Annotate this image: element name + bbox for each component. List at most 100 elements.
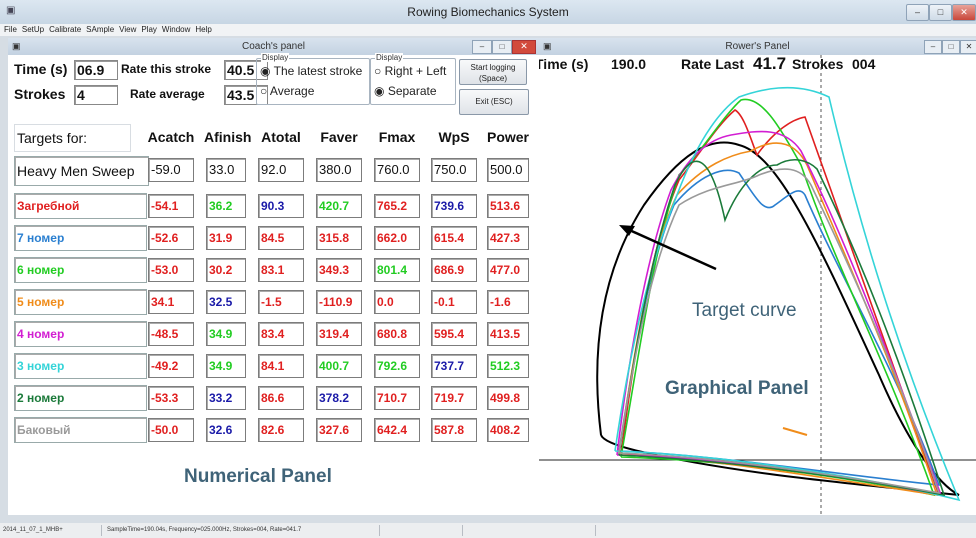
app-title: Rowing Biomechanics System <box>407 5 569 19</box>
value-cell-acatch: -48.5 <box>148 322 194 346</box>
value-cell-afinish: 30.2 <box>206 258 246 282</box>
target-arrow <box>624 226 717 271</box>
exit-button[interactable]: Exit (ESC) <box>459 89 529 115</box>
status-section-3 <box>382 525 463 536</box>
rower-force-curve <box>614 86 961 502</box>
value-cell-afinish: 31.9 <box>206 226 246 250</box>
value-cell-acatch: -52.6 <box>148 226 194 250</box>
menu-item-setup[interactable]: SetUp <box>21 25 45 34</box>
radio-average[interactable]: ○ Average <box>260 84 315 98</box>
rower-strokes-label: Strokes <box>792 56 844 72</box>
value-cell-power: 413.5 <box>487 322 529 346</box>
coach-panel-title-bar: ▣ Coach's panel – □ ✕ <box>8 38 539 55</box>
rower-panel-content: Time (s) 190.0 Rate Last 41.7 Strokes 00… <box>539 55 976 515</box>
radio-separate[interactable]: ◉ Separate <box>374 84 437 98</box>
orange-marker <box>782 427 808 436</box>
close-button[interactable]: ✕ <box>952 4 976 21</box>
menu-bar: File SetUp Calibrate SAmple View Play Window He… <box>0 24 976 36</box>
maximize-button[interactable]: □ <box>929 4 952 21</box>
value-cell-fmax: 642.4 <box>374 418 420 442</box>
target-cell-afinish[interactable]: 33.0 <box>206 158 246 182</box>
value-cell-power: 477.0 <box>487 258 529 282</box>
value-cell-faver: 319.4 <box>316 322 362 346</box>
value-cell-acatch: 34.1 <box>148 290 194 314</box>
coach-panel-window: ▣ Coach's panel – □ ✕ Time (s) 06.9 Stro… <box>8 38 539 515</box>
column-header-wps: WpS <box>438 129 470 145</box>
display-mode-group: Display ◉ The latest stroke ○ Average <box>256 53 370 105</box>
display-caption-2: Display <box>375 53 404 62</box>
value-cell-acatch: -53.3 <box>148 386 194 410</box>
target-cell-acatch[interactable]: -59.0 <box>148 158 194 182</box>
coach-close-button[interactable]: ✕ <box>512 40 536 54</box>
radio-right-left[interactable]: ○ Right + Left <box>374 64 447 78</box>
start-logging-button[interactable]: Start logging (Space) <box>459 59 527 85</box>
column-header-fmax: Fmax <box>378 129 416 145</box>
menu-item-play[interactable]: Play <box>141 25 157 34</box>
value-cell-afinish: 34.9 <box>206 354 246 378</box>
target-cell-fmax[interactable]: 760.0 <box>374 158 420 182</box>
target-cell-faver[interactable]: 380.0 <box>316 158 362 182</box>
rower-minimize-button[interactable]: – <box>924 40 942 54</box>
value-cell-afinish: 34.9 <box>206 322 246 346</box>
value-cell-fmax: 801.4 <box>374 258 420 282</box>
column-header-acatch: Acatch <box>147 129 195 145</box>
menu-item-view[interactable]: View <box>119 25 137 34</box>
rower-strokes-value: 004 <box>852 56 876 72</box>
display-caption: Display <box>261 53 290 62</box>
app-title-bar: ▣ Rowing Biomechanics System – □ ✕ <box>0 0 976 24</box>
menu-item-sample[interactable]: SAmple <box>86 25 115 34</box>
target-cell-wps[interactable]: 750.0 <box>431 158 477 182</box>
target-row-label: Heavy Men Sweep <box>14 156 149 186</box>
value-cell-power: 427.3 <box>487 226 529 250</box>
rower-time-value: 190.0 <box>611 56 647 72</box>
menu-item-file[interactable]: File <box>4 25 17 34</box>
value-cell-wps: 737.7 <box>431 354 477 378</box>
display-side-group: Display ○ Right + Left ◉ Separate <box>370 53 456 105</box>
radio-unselected-icon: ○ <box>374 64 382 78</box>
value-cell-afinish: 32.5 <box>206 290 246 314</box>
row-label: 7 номер <box>14 225 147 251</box>
coach-minimize-button[interactable]: – <box>472 40 492 54</box>
target-cell-atotal[interactable]: 92.0 <box>258 158 304 182</box>
value-cell-power: -1.6 <box>487 290 529 314</box>
value-cell-fmax: 0.0 <box>374 290 420 314</box>
value-cell-wps: 615.4 <box>431 226 477 250</box>
value-cell-afinish: 33.2 <box>206 386 246 410</box>
value-cell-wps: 739.6 <box>431 194 477 218</box>
row-label: 6 номер <box>14 257 147 283</box>
target-cell-power[interactable]: 500.0 <box>487 158 529 182</box>
value-cell-afinish: 36.2 <box>206 194 246 218</box>
minimize-button[interactable]: – <box>906 4 929 21</box>
window-icon: ▣ <box>12 41 21 51</box>
menu-item-help[interactable]: Help <box>195 25 212 34</box>
time-label: Time (s) <box>14 61 68 77</box>
window-icon: ▣ <box>543 41 552 51</box>
status-file: 2014_11_07_1_MHB+ <box>3 525 102 536</box>
rower-maximize-button[interactable]: □ <box>942 40 960 54</box>
menu-item-calibrate[interactable]: Calibrate <box>49 25 82 34</box>
coach-maximize-button[interactable]: □ <box>492 40 512 54</box>
radio-selected-icon: ◉ <box>374 84 385 98</box>
value-cell-wps: 719.7 <box>431 386 477 410</box>
value-cell-fmax: 765.2 <box>374 194 420 218</box>
menu-item-window[interactable]: Window <box>161 25 191 34</box>
value-cell-power: 512.3 <box>487 354 529 378</box>
radio-latest-stroke[interactable]: ◉ The latest stroke <box>260 64 363 78</box>
rower-time-label: Time (s) <box>539 56 589 72</box>
target-curve <box>596 141 960 496</box>
rower-panel-title: Rower's Panel <box>725 41 790 52</box>
value-cell-wps: 587.8 <box>431 418 477 442</box>
rower-rate-value: 41.7 <box>753 55 787 73</box>
rower-close-button[interactable]: ✕ <box>960 40 976 54</box>
rate-this-stroke-label: Rate this stroke <box>121 62 212 76</box>
value-cell-fmax: 662.0 <box>374 226 420 250</box>
force-curve-graph <box>539 55 976 515</box>
target-curve-caption: Target curve <box>692 300 797 321</box>
row-label: Загребной <box>14 193 147 219</box>
row-label: 3 номер <box>14 353 147 379</box>
rate-average-value: 43.5 <box>224 85 268 105</box>
rower-force-curve <box>620 98 936 497</box>
app-icon: ▣ <box>6 5 16 16</box>
value-cell-fmax: 710.7 <box>374 386 420 410</box>
value-cell-atotal: 86.6 <box>258 386 304 410</box>
